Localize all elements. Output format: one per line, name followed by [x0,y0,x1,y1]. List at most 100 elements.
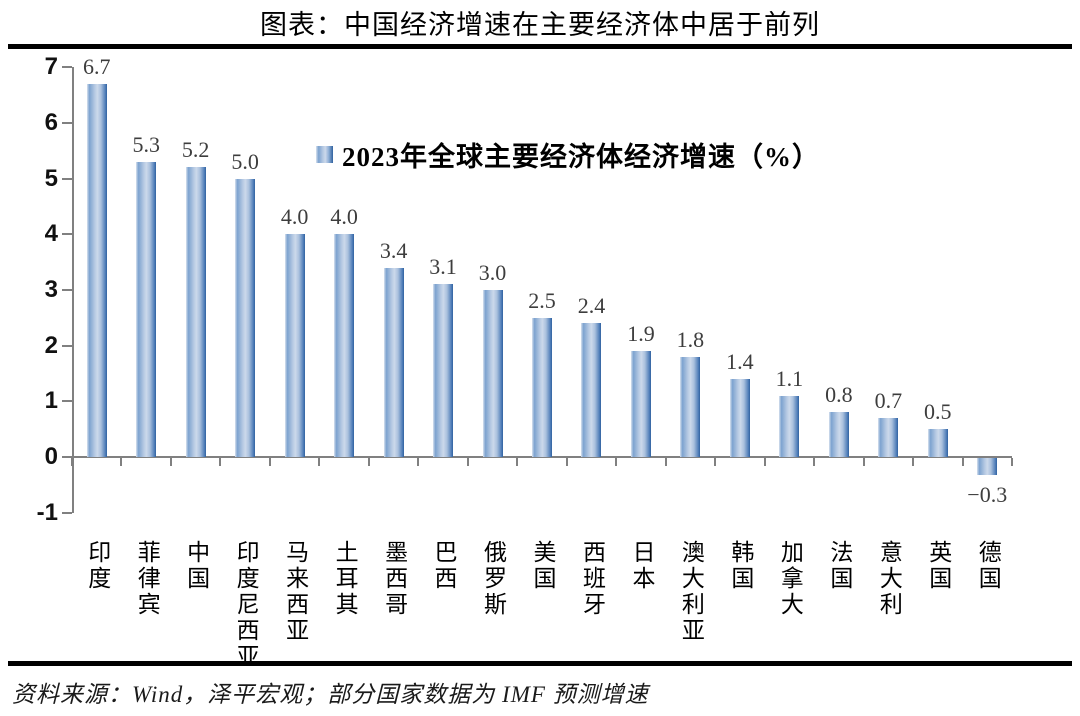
y-tick-label: 5 [44,164,58,192]
bar-value-label: 3.0 [478,259,507,285]
y-tick-label: 1 [44,387,58,415]
bar-value-label: 5.2 [181,137,210,163]
x-axis-tick [169,458,172,466]
bar-value-label: 6.7 [82,53,111,79]
bar-value-label: 5.3 [132,131,160,157]
x-axis-tick [120,458,123,466]
y-axis-tick [62,511,72,514]
y-tick-label: 4 [44,220,58,248]
category-label: 美国 [530,540,555,592]
category-label: 意大利 [876,540,902,618]
bar [977,458,998,475]
bar-value-label: 2.4 [577,293,606,319]
category-label: 日本 [628,540,654,592]
x-axis-tick [862,458,865,466]
y-axis-tick [62,288,72,291]
y-axis-tick [62,456,72,458]
x-axis-tick [417,458,420,466]
bar-value-label: 0.7 [874,388,903,413]
y-axis-tick [62,66,72,69]
y-axis [72,67,74,513]
x-axis-tick [813,458,816,466]
category-label: 澳大利亚 [678,540,704,644]
y-tick-label: 6 [44,108,58,136]
y-axis-tick [62,233,72,236]
bar [86,83,107,457]
bar [383,267,404,457]
bar-value-label: 1.4 [726,349,754,375]
category-label: 德国 [975,540,1001,592]
x-axis-tick [268,458,271,466]
x-axis-tick [219,458,222,466]
bar-value-label: 0.8 [825,382,853,408]
category-label: 土耳其 [332,540,358,618]
x-axis-tick [71,458,73,466]
bar [630,351,651,457]
x-axis-tick [318,458,321,466]
x-axis-tick [961,458,964,466]
bar [284,234,305,457]
bar [235,178,256,457]
x-axis-tick [565,458,568,466]
y-axis-tick [62,344,72,347]
legend-label: 2023年全球主要经济体经济增速（%） [342,142,820,172]
y-tick-label: -1 [36,498,58,526]
x-axis-tick [664,458,667,466]
y-axis-tick [62,121,72,124]
bottom-divider [8,661,1072,666]
bar [334,234,355,457]
x-axis-tick [367,458,370,466]
x-axis [72,456,1012,458]
bar-value-label: 2.5 [528,287,556,313]
bar [927,429,948,457]
x-axis-tick [912,458,915,466]
bar-value-label: 0.5 [924,399,952,425]
x-axis-tick [466,458,469,466]
bar-value-label: 4.0 [280,204,309,230]
x-axis-tick [714,458,717,466]
category-label: 印度 [84,540,110,592]
bar [433,284,454,457]
category-label: 西班牙 [579,540,605,618]
category-label: 印度尼西亚 [233,540,259,670]
x-axis-tick [615,458,618,466]
category-label: 中国 [183,540,209,592]
bar [581,323,602,457]
bar [680,356,701,457]
bar [185,167,206,457]
bar [532,317,552,457]
chart-legend: 2023年全球主要经济体经济增速（%） [316,135,820,174]
source-note: 资料来源：Wind，泽平宏观；部分国家数据为 IMF 预测增速 [12,682,649,707]
category-label: 韩国 [727,540,753,592]
y-tick-label: 3 [44,275,58,303]
bar [482,289,503,457]
x-axis-tick [1011,458,1013,466]
bar-value-label: 3.1 [429,254,457,280]
bar-value-label: 4.0 [330,204,358,230]
chart-title: 图表：中国经济增速在主要经济体中居于前列 [260,9,820,40]
bar-value-label: 1.8 [676,326,705,352]
bar-value-label: 5.0 [231,148,259,174]
category-label: 英国 [925,540,951,592]
category-label: 巴西 [431,540,457,592]
bar-value-label: −0.3 [967,481,1008,507]
bar-value-label: 1.1 [775,365,804,391]
category-label: 法国 [826,540,852,592]
x-axis-tick [763,458,766,466]
y-axis-tick [62,177,72,180]
y-tick-label: 2 [44,331,58,359]
y-axis-tick [62,400,72,403]
category-label: 加拿大 [777,540,803,618]
y-tick-label: 0 [44,443,58,470]
bar-value-label: 3.4 [379,237,408,263]
category-label: 俄罗斯 [480,540,506,618]
bar [136,161,157,457]
legend-swatch-icon [316,146,333,163]
category-label: 菲律宾 [134,540,160,618]
bar [878,418,899,457]
y-tick-label: 7 [44,53,58,81]
top-divider [8,44,1072,49]
category-label: 马来西亚 [282,540,308,644]
x-axis-tick [516,458,519,466]
